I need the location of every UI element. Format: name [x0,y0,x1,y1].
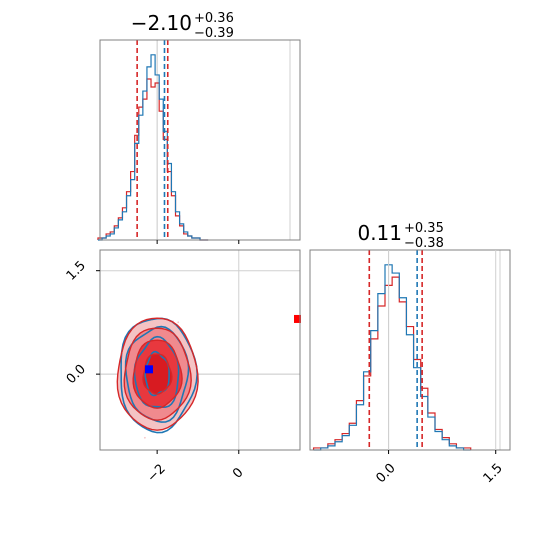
hist-series-1 [97,54,209,241]
hist-series-0 [97,78,209,241]
axes-frame [309,249,511,451]
title-lower: −0.38 [404,236,444,251]
hist-series-1 [313,264,471,451]
x-tick-label-0: 0.0 [373,461,398,486]
plot-background [310,250,510,450]
title-value: −2.10 [131,11,192,35]
scatter-point [143,436,146,439]
x-tick-label-1: 0 [230,465,246,481]
plot-background [100,40,300,240]
red-contour-3 [142,353,173,395]
red-marker [294,314,301,323]
histogram-panel-2: 0.11 +0.35−0.38 0.0 1.5 [309,221,511,486]
title-upper: +0.35 [404,221,444,236]
title-lower: −0.39 [194,26,234,41]
red-fill-level-3 [143,354,172,395]
red-contour-0 [116,317,199,431]
title-value: 0.11 [357,221,402,245]
histogram-panel-1: −2.10 +0.36−0.39 [97,11,301,244]
x-tick-label-1: 1.5 [481,461,506,486]
x-tick-label-0: −2 [145,461,169,485]
title-upper: +0.36 [194,11,234,26]
blue-marker [144,365,153,374]
y-tick-label-0: 0.0 [64,362,89,387]
axes-frame [99,249,301,451]
panel-title: 0.11 +0.35−0.38 [357,221,443,251]
scatter-point [177,321,180,324]
contour-panel: −2 0 0.0 1.5 [64,249,301,486]
panel-title: −2.10 +0.36−0.39 [131,11,234,41]
red-contour-1 [123,327,192,421]
blue-contour-2 [133,335,180,409]
axes-frame [99,39,301,241]
red-contour-2 [132,339,183,409]
y-tick-label-1: 1.5 [64,258,89,283]
